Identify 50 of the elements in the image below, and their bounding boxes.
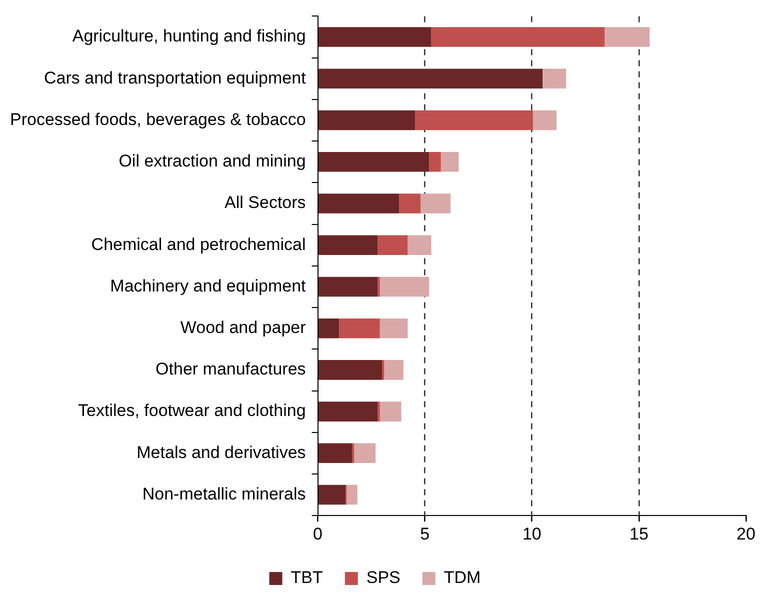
- bar: [378, 235, 408, 255]
- bar: [408, 235, 432, 255]
- bar: [440, 152, 459, 172]
- y-tick-label: Cars and transportation equipment: [44, 68, 306, 88]
- bar: [346, 484, 358, 505]
- y-tick-label: Agriculture, hunting and fishing: [72, 26, 306, 46]
- bar: [431, 27, 605, 47]
- legend-label: TBT: [290, 568, 323, 588]
- bar: [318, 318, 340, 338]
- y-tick-label: All Sectors: [224, 193, 306, 212]
- bar: [339, 318, 380, 338]
- bar: [429, 152, 441, 172]
- x-tick-label: 5: [420, 524, 430, 544]
- x-tick-label: 0: [313, 524, 323, 544]
- bar: [604, 27, 650, 47]
- bar: [380, 318, 408, 338]
- bar: [542, 68, 566, 89]
- bar: [532, 110, 557, 130]
- y-tick-label: Chemical and petrochemical: [91, 234, 306, 254]
- bar: [318, 360, 382, 380]
- bar: [318, 276, 378, 297]
- x-tick-label: 20: [736, 524, 756, 544]
- bar: [318, 27, 432, 47]
- y-tick-label: Wood and paper: [180, 318, 306, 338]
- y-tick-label: Textiles, footwear and clothing: [78, 401, 306, 420]
- x-tick-label: 10: [522, 524, 542, 544]
- bar: [380, 402, 402, 422]
- bar: [384, 360, 404, 380]
- bar: [318, 152, 430, 172]
- bar: [318, 68, 543, 89]
- y-tick-label: Machinery and equipment: [110, 276, 306, 296]
- x-tick-label: 15: [629, 524, 648, 544]
- bar: [318, 194, 400, 214]
- legend-label: TDM: [444, 568, 481, 588]
- y-tick-label: Metals and derivatives: [136, 442, 306, 462]
- bar: [420, 194, 451, 214]
- bar: [318, 402, 378, 422]
- bar: [318, 443, 352, 464]
- y-tick-label: Processed foods, beverages & tobacco: [10, 110, 306, 129]
- bar: [318, 235, 378, 255]
- bar: [380, 276, 430, 297]
- bar: [399, 194, 421, 214]
- legend-label: SPS: [366, 568, 400, 588]
- y-tick-label: Non-metallic minerals: [142, 484, 306, 504]
- y-tick-label: Other manufactures: [156, 360, 306, 379]
- bar: [415, 110, 533, 130]
- y-tick-label: Oil extraction and mining: [118, 152, 306, 171]
- bar: [318, 110, 416, 130]
- bar: [354, 443, 376, 464]
- bar: [318, 484, 346, 505]
